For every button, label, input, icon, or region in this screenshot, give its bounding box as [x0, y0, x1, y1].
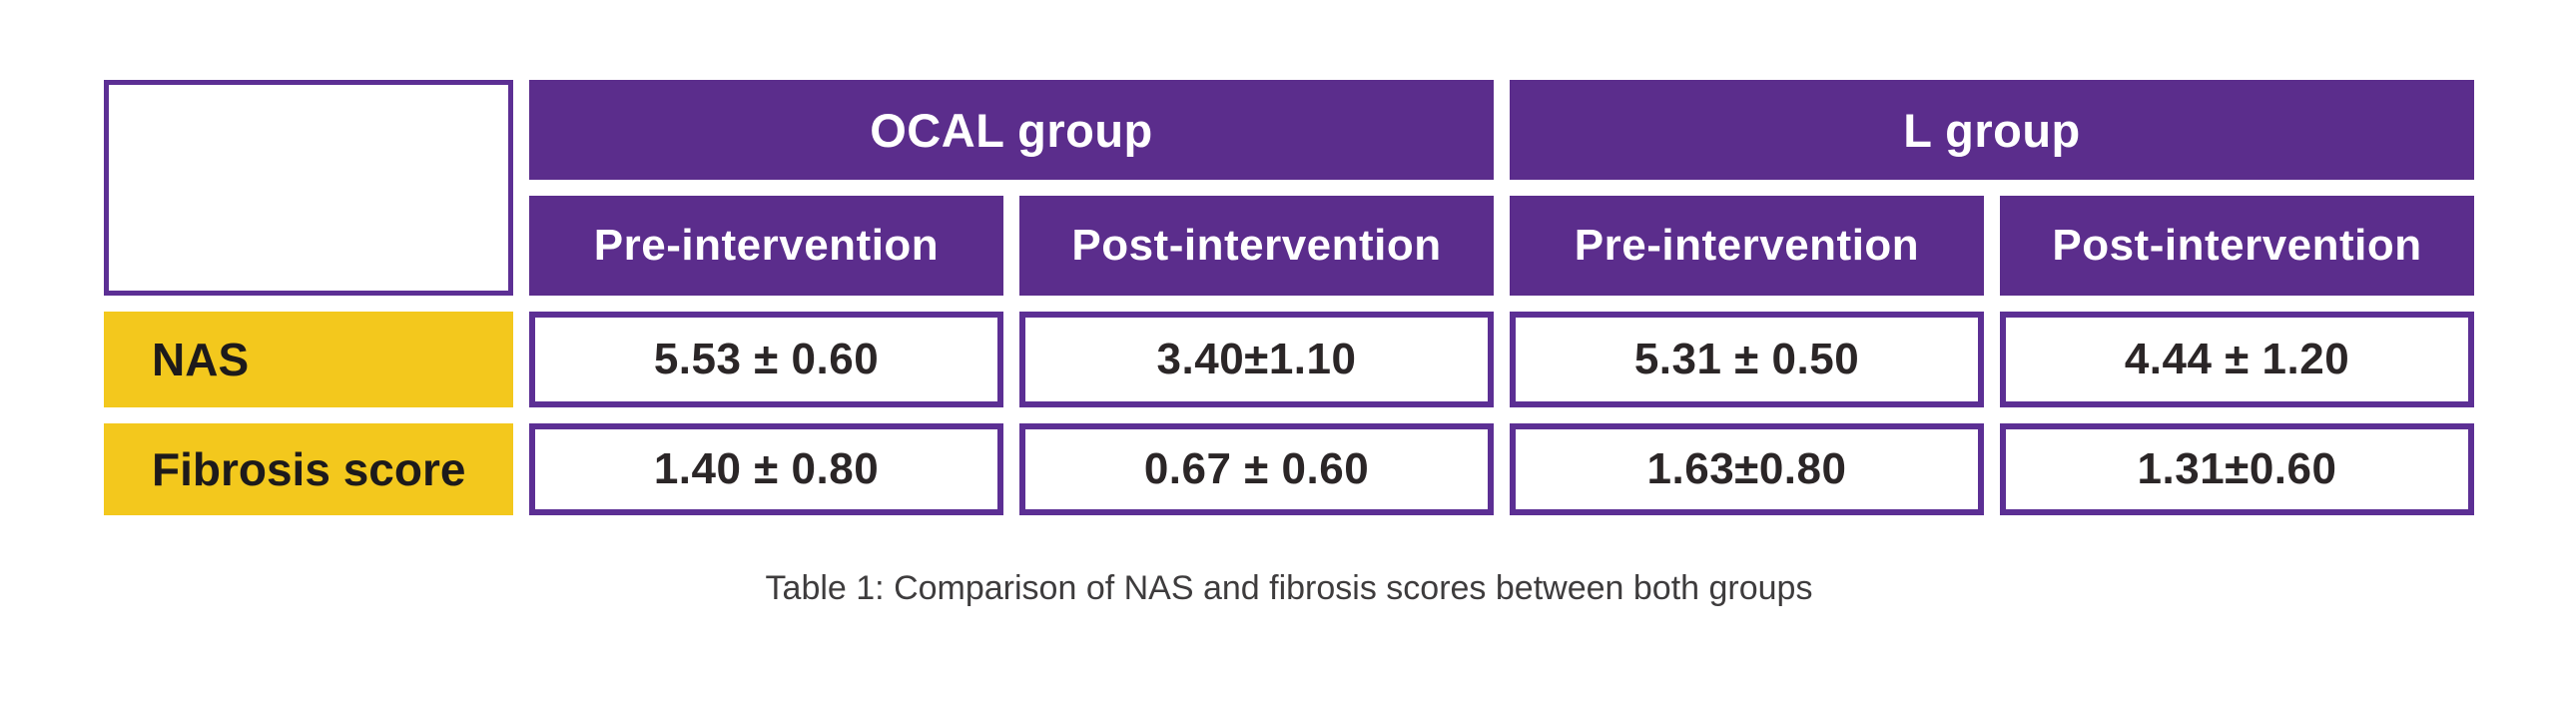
row-label-fibrosis-score: Fibrosis score [104, 423, 513, 515]
table-caption: Table 1: Comparison of NAS and fibrosis … [765, 569, 1813, 607]
cell-nas-ocal-post: 3.40±1.10 [1019, 312, 1494, 407]
cell-nas-l-pre: 5.31 ± 0.50 [1510, 312, 1984, 407]
cell-nas-l-post: 4.44 ± 1.20 [2000, 312, 2474, 407]
group-header-ocal: OCAL group [529, 80, 1494, 180]
cell-fibrosis-l-pre: 1.63±0.80 [1510, 423, 1984, 515]
subheader-ocal-post: Post-intervention [1019, 196, 1494, 296]
subheader-l-post: Post-intervention [2000, 196, 2474, 296]
row-label-nas: NAS [104, 312, 513, 407]
subheader-ocal-pre: Pre-intervention [529, 196, 1003, 296]
subheader-l-pre: Pre-intervention [1510, 196, 1984, 296]
cell-nas-ocal-pre: 5.53 ± 0.60 [529, 312, 1003, 407]
empty-corner-cell [104, 80, 513, 296]
cell-fibrosis-l-post: 1.31±0.60 [2000, 423, 2474, 515]
comparison-table-figure: OCAL group L group Pre-intervention Post… [104, 80, 2474, 608]
cell-fibrosis-ocal-pre: 1.40 ± 0.80 [529, 423, 1003, 515]
group-header-l: L group [1510, 80, 2474, 180]
comparison-table: OCAL group L group Pre-intervention Post… [104, 80, 2474, 515]
cell-fibrosis-ocal-post: 0.67 ± 0.60 [1019, 423, 1494, 515]
